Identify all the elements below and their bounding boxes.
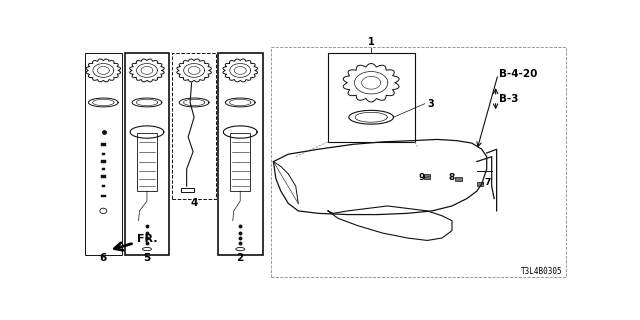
Bar	[125, 53, 169, 255]
Bar	[456, 177, 462, 181]
Text: 2: 2	[237, 252, 244, 263]
Bar	[328, 53, 415, 142]
Text: 9: 9	[419, 173, 425, 182]
Bar	[101, 160, 106, 163]
Text: 3: 3	[428, 99, 434, 109]
Bar	[477, 182, 483, 186]
Bar	[101, 143, 106, 146]
Text: 5: 5	[143, 252, 150, 263]
Text: FR.: FR.	[115, 234, 157, 250]
Bar	[180, 188, 193, 192]
Text: T3L4B0305: T3L4B0305	[520, 267, 562, 276]
Text: 6: 6	[100, 252, 107, 263]
Text: 8: 8	[448, 173, 454, 182]
Bar	[101, 195, 106, 197]
Bar	[172, 53, 216, 198]
Bar	[218, 53, 262, 255]
Text: B-4-20: B-4-20	[499, 69, 538, 79]
Text: 4: 4	[190, 198, 198, 208]
Bar	[85, 53, 122, 255]
Text: 1: 1	[368, 37, 374, 47]
Bar	[102, 185, 105, 188]
Bar	[424, 174, 429, 179]
Text: B-3: B-3	[499, 94, 518, 104]
Bar	[102, 153, 105, 156]
Bar	[271, 47, 566, 277]
Text: 7: 7	[484, 178, 491, 187]
Bar	[102, 168, 105, 170]
Bar	[137, 133, 157, 191]
Bar	[101, 175, 106, 178]
Bar	[230, 133, 250, 191]
